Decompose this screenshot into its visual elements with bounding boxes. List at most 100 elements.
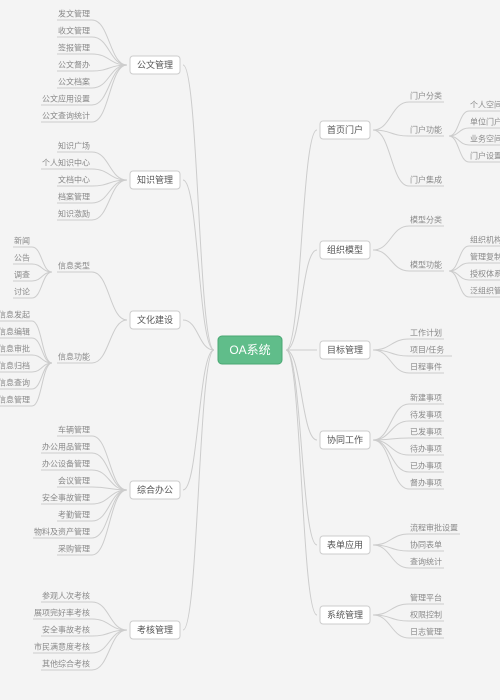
edge-branch-leaf bbox=[373, 604, 409, 615]
leaf-label: 参观人次考核 bbox=[42, 591, 90, 601]
leaf-label: 其他综合考核 bbox=[42, 659, 90, 669]
edge-branch-leaf bbox=[92, 490, 127, 521]
edge-branch-leaf bbox=[92, 20, 127, 65]
edge-branch-group bbox=[92, 272, 127, 320]
group-label: 门户分类 bbox=[410, 91, 442, 101]
leaf-label: 物料及资产管理 bbox=[34, 527, 90, 537]
edge-branch-leaf bbox=[92, 453, 127, 490]
leaf-label: 已发事项 bbox=[410, 427, 442, 437]
edge-branch-leaf bbox=[92, 602, 127, 630]
group-label: 门户集成 bbox=[410, 175, 442, 185]
leaf-label: 信息管理 bbox=[0, 395, 30, 405]
edge-root-branch bbox=[286, 250, 317, 350]
edge-root-branch bbox=[286, 350, 317, 615]
edge-root-branch bbox=[183, 320, 214, 350]
leaf-label: 组织机构管理 bbox=[470, 235, 500, 245]
leaf-label: 日志管理 bbox=[410, 627, 442, 637]
leaf-label: 安全事故考核 bbox=[42, 625, 90, 635]
leaf-label: 管理复制 bbox=[470, 252, 500, 262]
leaf-label: 个人空间 bbox=[470, 100, 500, 110]
leaf-label: 流程审批设置 bbox=[410, 523, 458, 533]
leaf-label: 考勤管理 bbox=[58, 510, 90, 520]
leaf-label: 业务空间 bbox=[470, 134, 500, 144]
leaf-label: 单位门户 bbox=[470, 117, 500, 127]
leaf-label: 门户设置 bbox=[470, 151, 500, 161]
leaf-label: 展项完好率考核 bbox=[34, 608, 90, 618]
edge-branch-group bbox=[373, 130, 409, 136]
leaf-label: 待办事项 bbox=[410, 444, 442, 454]
group-label: 信息类型 bbox=[58, 261, 90, 271]
branch-label: 目标管理 bbox=[327, 344, 363, 355]
edge-group-leaf bbox=[32, 363, 52, 406]
leaf-label: 查询统计 bbox=[410, 557, 442, 567]
edge-branch-group bbox=[373, 130, 409, 186]
leaf-label: 协同表单 bbox=[410, 540, 442, 550]
group-label: 模型功能 bbox=[410, 260, 442, 270]
leaf-label: 项目/任务 bbox=[410, 345, 444, 355]
edge-branch-leaf bbox=[373, 421, 409, 440]
group-label: 门户功能 bbox=[410, 125, 442, 135]
edge-branch-leaf bbox=[373, 440, 409, 472]
leaf-label: 文档中心 bbox=[58, 175, 90, 185]
edge-branch-leaf bbox=[92, 436, 127, 490]
leaf-label: 待发事项 bbox=[410, 410, 442, 420]
leaf-label: 办公设备管理 bbox=[42, 459, 90, 469]
leaf-label: 授权体系 bbox=[470, 269, 500, 279]
edge-branch-leaf bbox=[92, 619, 127, 630]
edge-branch-group bbox=[373, 250, 409, 271]
leaf-label: 公文督办 bbox=[58, 60, 90, 70]
leaf-label: 公文查询统计 bbox=[42, 111, 90, 121]
leaf-label: 讨论 bbox=[14, 287, 30, 297]
leaf-label: 车辆管理 bbox=[58, 425, 90, 435]
edge-branch-leaf bbox=[92, 490, 127, 555]
branch-label: 综合办公 bbox=[137, 484, 173, 495]
group-label: 信息功能 bbox=[58, 352, 90, 362]
leaf-label: 管理平台 bbox=[410, 593, 442, 603]
leaf-label: 个人知识中心 bbox=[42, 158, 90, 168]
leaf-label: 市民满意度考核 bbox=[34, 642, 90, 652]
edge-root-branch bbox=[286, 350, 317, 545]
branch-label: 公文管理 bbox=[137, 59, 173, 70]
leaf-label: 信息审批 bbox=[0, 344, 30, 354]
edge-branch-group bbox=[373, 226, 409, 250]
edge-root-branch bbox=[286, 130, 317, 350]
group-label: 模型分类 bbox=[410, 215, 442, 225]
edge-branch-group bbox=[92, 320, 127, 363]
edge-branch-leaf bbox=[92, 65, 127, 122]
leaf-label: 信息查询 bbox=[0, 378, 30, 388]
leaf-label: 督办事项 bbox=[410, 478, 442, 488]
branch-label: 考核管理 bbox=[137, 624, 173, 635]
edge-branch-leaf bbox=[92, 169, 127, 180]
leaf-label: 签报管理 bbox=[58, 43, 90, 53]
leaf-label: 安全事故管理 bbox=[42, 493, 90, 503]
branch-label: 表单应用 bbox=[327, 539, 363, 550]
leaf-label: 泛组织管理 bbox=[470, 286, 500, 296]
branch-label: 组织模型 bbox=[327, 244, 363, 255]
leaf-label: 发文管理 bbox=[58, 9, 90, 19]
branch-label: 协同工作 bbox=[327, 434, 363, 445]
leaf-label: 公告 bbox=[14, 253, 30, 263]
leaf-label: 公文档案 bbox=[58, 77, 90, 87]
leaf-label: 会议管理 bbox=[58, 476, 90, 486]
leaf-label: 信息发起 bbox=[0, 310, 30, 320]
branch-label: 知识管理 bbox=[137, 174, 173, 185]
leaf-label: 新闻 bbox=[14, 236, 30, 246]
mindmap-canvas: 公文管理发文管理收文管理签报管理公文督办公文档案公文应用设置公文查询统计知识管理… bbox=[0, 0, 500, 700]
leaf-label: 信息编辑 bbox=[0, 327, 30, 337]
leaf-label: 公文应用设置 bbox=[42, 94, 90, 104]
leaf-label: 权限控制 bbox=[410, 610, 442, 620]
edge-root-branch bbox=[183, 65, 214, 350]
edge-root-branch bbox=[286, 350, 317, 440]
edge-root-branch bbox=[183, 350, 214, 630]
branch-label: 系统管理 bbox=[327, 609, 363, 620]
leaf-label: 调查 bbox=[14, 270, 30, 280]
leaf-label: 新建事项 bbox=[410, 393, 442, 403]
leaf-label: 已办事项 bbox=[410, 461, 442, 471]
edge-branch-leaf bbox=[373, 534, 409, 545]
leaf-label: 知识广场 bbox=[58, 141, 90, 151]
leaf-label: 档案管理 bbox=[58, 192, 90, 202]
edge-group-leaf bbox=[32, 321, 52, 363]
root-label: OA系统 bbox=[229, 343, 270, 357]
edge-branch-leaf bbox=[373, 339, 409, 350]
branch-label: 文化建设 bbox=[137, 314, 173, 325]
